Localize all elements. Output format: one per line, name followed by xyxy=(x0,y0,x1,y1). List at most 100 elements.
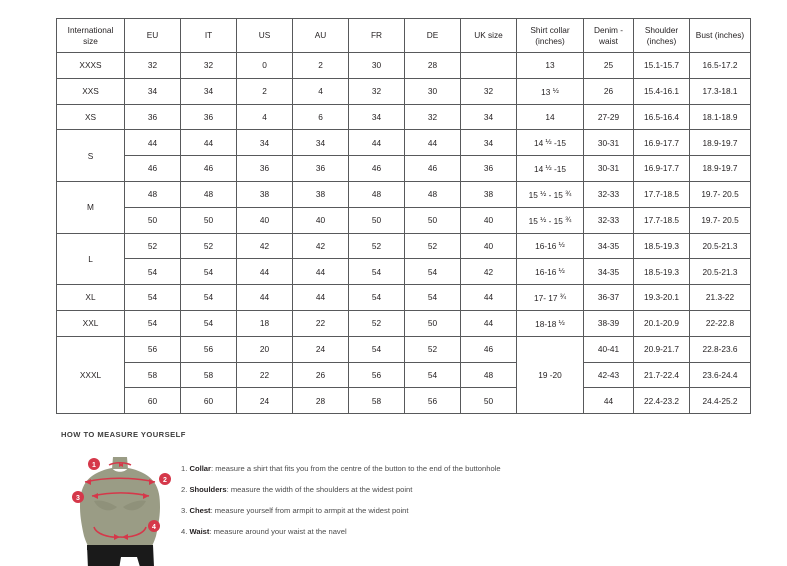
cell-us: 42 xyxy=(236,232,293,260)
badge-2: 2 xyxy=(159,473,171,485)
cell-us: 0 xyxy=(236,52,293,79)
badge-3-label: 3 xyxy=(76,495,80,502)
pectoral-right-shading xyxy=(123,500,146,511)
cell-de: 52 xyxy=(404,335,461,363)
table-row: L 52 52 42 42 52 52 40 16-16 ½ 34-35 18.5-19.3 20.5… xyxy=(56,232,751,286)
table-row: 46 46 36 36 46 46 36 14 ½ -15 30-31 16.9-17.7 18.9… xyxy=(57,155,751,182)
cell-fr: 52 xyxy=(348,232,405,260)
cell-shoulder: 17.7-18.5 xyxy=(633,206,690,234)
cell-uk-size: 44 xyxy=(460,284,517,311)
instruction-text: : measure a shirt that fits you from the… xyxy=(211,464,501,473)
fraction-glyph: ¾ xyxy=(559,291,566,301)
cell-shirt-collar: 13 xyxy=(516,52,584,79)
cell-eu: 48 xyxy=(124,180,181,208)
cell-au: 40 xyxy=(292,206,349,234)
badge-1: 1 xyxy=(88,458,100,470)
cell-us: 44 xyxy=(236,284,293,311)
instruction-text: : measure yourself from armpit to armpit… xyxy=(210,506,409,516)
cell-us: 20 xyxy=(236,335,293,363)
cell-au: 44 xyxy=(292,284,349,311)
cell-it: 48 xyxy=(180,180,237,208)
cell-au: 28 xyxy=(292,387,349,415)
cell-it: 32 xyxy=(180,52,237,79)
cell-denim-waist: 34-35 xyxy=(583,232,634,260)
torso-diagram: 1 2 3 4 xyxy=(72,457,171,566)
cell-it: 46 xyxy=(180,155,237,182)
collar-measure-line xyxy=(108,462,132,466)
table-row: XL 54 54 44 44 54 54 44 17- 17 ¾ 36-37 19.3-20.1 21… xyxy=(56,284,751,311)
cell-shirt-collar: 14 ½ -15 xyxy=(516,155,584,182)
size-chart-container: International size EU IT US AU FR DE UK size Shir… xyxy=(56,18,751,415)
cell-denim-waist: 44 xyxy=(583,387,634,415)
shoulder-measure-line xyxy=(84,477,156,483)
cell-de: 56 xyxy=(404,387,461,415)
cell-fr: 54 xyxy=(348,284,405,311)
fraction-glyph: ½ xyxy=(558,317,565,327)
cell-it: 60 xyxy=(180,387,237,415)
column-header-uk: UK size xyxy=(460,18,517,53)
cell-shoulder: 15.4-16.1 xyxy=(633,77,690,105)
cell-us: 36 xyxy=(236,155,293,182)
cell-shoulder: 20.1-20.9 xyxy=(633,309,690,337)
cell-eu: 52 xyxy=(124,232,181,260)
waist-arrow-left xyxy=(114,534,120,540)
cell-international-size: XXXS xyxy=(56,52,125,79)
cell-de: 54 xyxy=(404,361,461,389)
table-header-row: International size EU IT US AU FR DE UK size Shir… xyxy=(56,18,751,53)
badge-2-label: 2 xyxy=(163,477,167,484)
cell-uk-size: 38 xyxy=(460,180,517,208)
cell-international-size: S xyxy=(56,129,125,182)
cell-shirt-collar: 14 xyxy=(516,103,584,131)
cell-shirt-collar: 13 ½ xyxy=(516,77,584,105)
cell-bust: 18.9-19.7 xyxy=(689,155,751,182)
cell-denim-waist: 36-37 xyxy=(583,284,634,311)
cell-shirt-collar: 15 ½ - 15 ¾ xyxy=(516,180,584,208)
column-header-us: US xyxy=(236,18,293,53)
fraction-glyph: ¾ xyxy=(565,214,572,224)
cell-us: 24 xyxy=(236,387,293,415)
how-to-measure-section: HOW TO MEASURE YOURSELF xyxy=(61,430,741,566)
cell-de: 54 xyxy=(404,258,461,286)
cell-us: 4 xyxy=(236,103,293,131)
cell-it: 58 xyxy=(180,361,237,389)
cell-shoulder: 17.7-18.5 xyxy=(633,180,690,208)
cell-denim-waist: 34-35 xyxy=(583,258,634,286)
column-header-de: DE xyxy=(404,18,461,53)
fraction-glyph: ½ xyxy=(540,188,547,198)
instruction-term: Chest xyxy=(189,506,211,516)
chest-arrow-left xyxy=(92,493,98,499)
cell-uk-size: 40 xyxy=(460,206,517,234)
cell-eu: 54 xyxy=(124,284,181,311)
cell-bust: 19.7- 20.5 xyxy=(689,180,751,208)
cell-denim-waist: 40-41 xyxy=(583,335,634,363)
cell-shirt-collar: 19 -20 xyxy=(516,335,584,415)
cell-au: 44 xyxy=(292,258,349,286)
column-header-collar: Shirt collar (inches) xyxy=(516,18,584,53)
column-header-denim: Denim - waist xyxy=(583,18,634,53)
cell-shirt-collar: 16-16 ½ xyxy=(516,232,584,260)
cell-eu: 60 xyxy=(124,387,181,415)
cell-eu: 32 xyxy=(124,52,181,79)
cell-shoulder: 18.5-19.3 xyxy=(633,258,690,286)
fraction-glyph: ½ xyxy=(545,137,552,147)
cell-it: 54 xyxy=(180,309,237,337)
cell-de: 28 xyxy=(404,52,461,79)
cell-eu: 54 xyxy=(124,258,181,286)
pectoral-left-shading xyxy=(94,500,117,511)
cell-international-size: XXS xyxy=(56,77,125,105)
cell-us: 38 xyxy=(236,180,293,208)
cell-uk-size: 40 xyxy=(460,232,517,260)
cell-bust: 21.3-22 xyxy=(689,284,751,311)
measure-instruction-2: 2. Shoulders: measure the width of the s… xyxy=(181,486,501,494)
cell-bust: 20.5-21.3 xyxy=(689,258,751,286)
cell-fr: 34 xyxy=(348,103,405,131)
cell-uk-size: 32 xyxy=(460,77,517,105)
cell-denim-waist: 25 xyxy=(583,52,634,79)
cell-us: 40 xyxy=(236,206,293,234)
cell-shirt-collar: 14 ½ -15 xyxy=(516,129,584,157)
column-header-fr: FR xyxy=(348,18,405,53)
cell-fr: 32 xyxy=(348,77,405,105)
cell-uk-size: 44 xyxy=(460,309,517,337)
cell-eu: 54 xyxy=(124,309,181,337)
